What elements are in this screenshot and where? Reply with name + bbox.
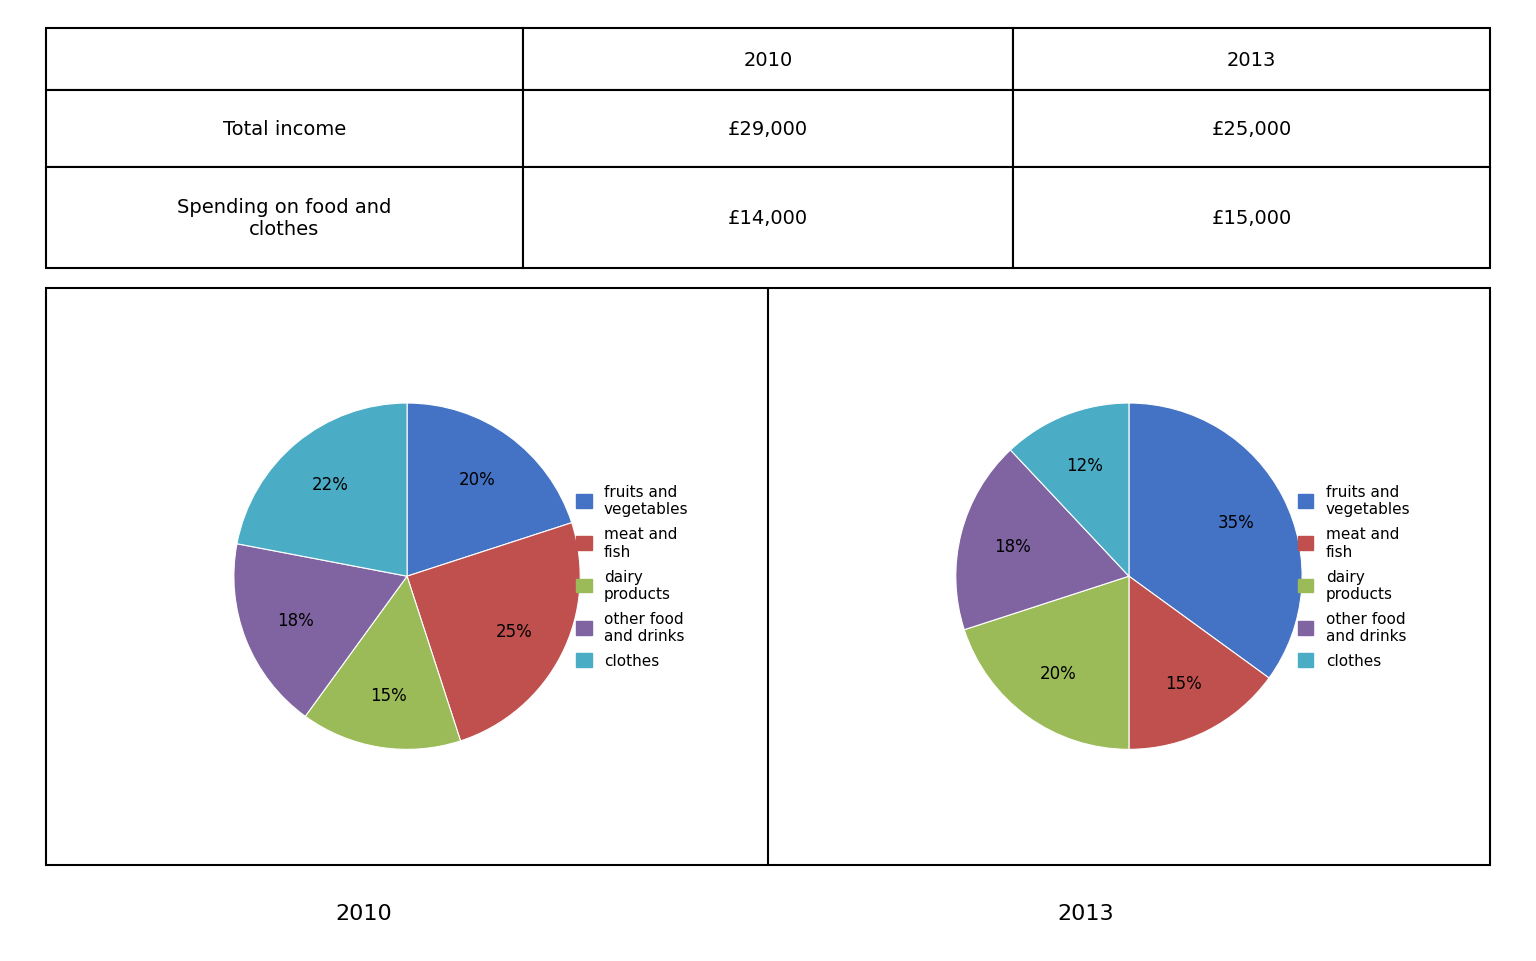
Wedge shape (407, 404, 571, 577)
Bar (46, 168, 522, 269)
Bar (522, 29, 1014, 91)
Bar (46, 91, 522, 168)
Text: 35%: 35% (1218, 513, 1255, 531)
Legend: fruits and
vegetables, meat and
fish, dairy
products, other food
and drinks, clo: fruits and vegetables, meat and fish, da… (1298, 484, 1410, 669)
Text: 18%: 18% (276, 612, 313, 629)
Wedge shape (1129, 577, 1269, 750)
Text: £25,000: £25,000 (1212, 120, 1292, 139)
Text: 12%: 12% (1066, 456, 1103, 474)
Text: £14,000: £14,000 (728, 209, 808, 228)
Wedge shape (1011, 404, 1129, 577)
Legend: fruits and
vegetables, meat and
fish, dairy
products, other food
and drinks, clo: fruits and vegetables, meat and fish, da… (576, 484, 688, 669)
Text: 15%: 15% (370, 686, 407, 704)
Text: 2010: 2010 (743, 51, 793, 69)
Bar (1014, 168, 1490, 269)
Text: 2013: 2013 (1057, 903, 1114, 923)
Wedge shape (407, 523, 581, 741)
Text: 25%: 25% (496, 622, 533, 640)
Bar (1014, 91, 1490, 168)
Text: 18%: 18% (994, 538, 1031, 555)
Wedge shape (237, 404, 407, 577)
Text: £15,000: £15,000 (1212, 209, 1292, 228)
Text: £29,000: £29,000 (728, 120, 808, 139)
Bar (522, 168, 1014, 269)
Text: 15%: 15% (1166, 675, 1201, 693)
Bar (46, 29, 522, 91)
Wedge shape (1129, 404, 1303, 678)
Text: Spending on food and
clothes: Spending on food and clothes (177, 198, 392, 239)
Text: 20%: 20% (1040, 665, 1077, 682)
Text: Total income: Total income (223, 120, 346, 139)
Wedge shape (965, 577, 1129, 750)
Wedge shape (306, 577, 461, 750)
Wedge shape (955, 451, 1129, 630)
Bar (522, 91, 1014, 168)
Text: 20%: 20% (459, 471, 496, 488)
Bar (1014, 29, 1490, 91)
Text: 22%: 22% (312, 475, 349, 493)
Text: 2013: 2013 (1227, 51, 1276, 69)
Text: 2010: 2010 (335, 903, 392, 923)
Wedge shape (233, 544, 407, 717)
